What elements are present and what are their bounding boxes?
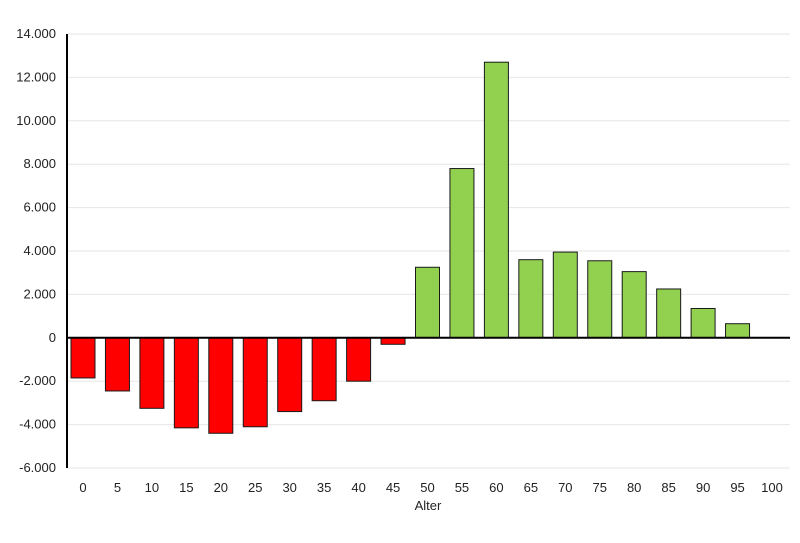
x-tick-label: 15 (179, 480, 193, 495)
x-tick-label: 60 (489, 480, 503, 495)
y-tick-label: -4.000 (19, 417, 56, 432)
x-tick-label: 85 (661, 480, 675, 495)
bar-55 (449, 168, 475, 339)
bar-65 (518, 259, 544, 339)
x-tick-label: 45 (386, 480, 400, 495)
y-tick-label: 4.000 (23, 243, 56, 258)
bar-95 (725, 323, 751, 339)
bar-40 (346, 337, 372, 382)
x-tick-label: 10 (145, 480, 159, 495)
y-tick-label: 14.000 (16, 26, 56, 41)
bar-15 (173, 337, 199, 429)
x-tick-label: 70 (558, 480, 572, 495)
bar-20 (208, 337, 234, 434)
x-tick-label: 55 (455, 480, 469, 495)
x-tick-label: 0 (79, 480, 86, 495)
x-tick-label: 20 (214, 480, 228, 495)
x-tick-label: 30 (282, 480, 296, 495)
bar-85 (656, 288, 682, 339)
y-tick-label: 2.000 (23, 286, 56, 301)
x-tick-label: 80 (627, 480, 641, 495)
bar-30 (277, 337, 303, 413)
axes (66, 34, 790, 468)
bar-80 (621, 271, 647, 339)
y-tick-label: -6.000 (19, 460, 56, 475)
x-tick-label: 25 (248, 480, 262, 495)
bar-75 (587, 260, 613, 339)
x-tick-label: 95 (730, 480, 744, 495)
x-tick-label: 40 (351, 480, 365, 495)
y-tick-labels: -6.000 -4.000 -2.000 0 2.000 4.000 6.000 8.000 1… (16, 26, 56, 475)
x-tick-label: 75 (593, 480, 607, 495)
bars (70, 61, 751, 434)
x-tick-label: 65 (524, 480, 538, 495)
bar-35 (311, 337, 337, 402)
y-tick-label: 6.000 (23, 200, 56, 215)
bar-50 (415, 266, 440, 339)
bar-5 (104, 337, 130, 392)
y-tick-label: 8.000 (23, 156, 56, 171)
bar-60 (483, 61, 509, 339)
bar-70 (552, 251, 578, 339)
x-tick-label: 5 (114, 480, 121, 495)
x-tick-label: 35 (317, 480, 331, 495)
bar-25 (242, 337, 268, 428)
x-tick-label: 90 (696, 480, 710, 495)
x-tick-label: 50 (420, 480, 434, 495)
y-tick-label: -2.000 (19, 373, 56, 388)
x-tick-label: 100 (761, 480, 783, 495)
bar-10 (139, 337, 165, 409)
bar-0 (70, 337, 96, 379)
x-tick-labels: 0 5 10 15 20 25 30 35 40 45 50 55 60 65 70 75 80 85 90 95 10… (79, 480, 782, 495)
y-tick-label: 10.000 (16, 113, 56, 128)
x-axis-title: Alter (415, 498, 442, 513)
y-tick-label: 0 (49, 330, 56, 345)
bar-90 (690, 308, 716, 339)
y-tick-label: 12.000 (16, 69, 56, 84)
